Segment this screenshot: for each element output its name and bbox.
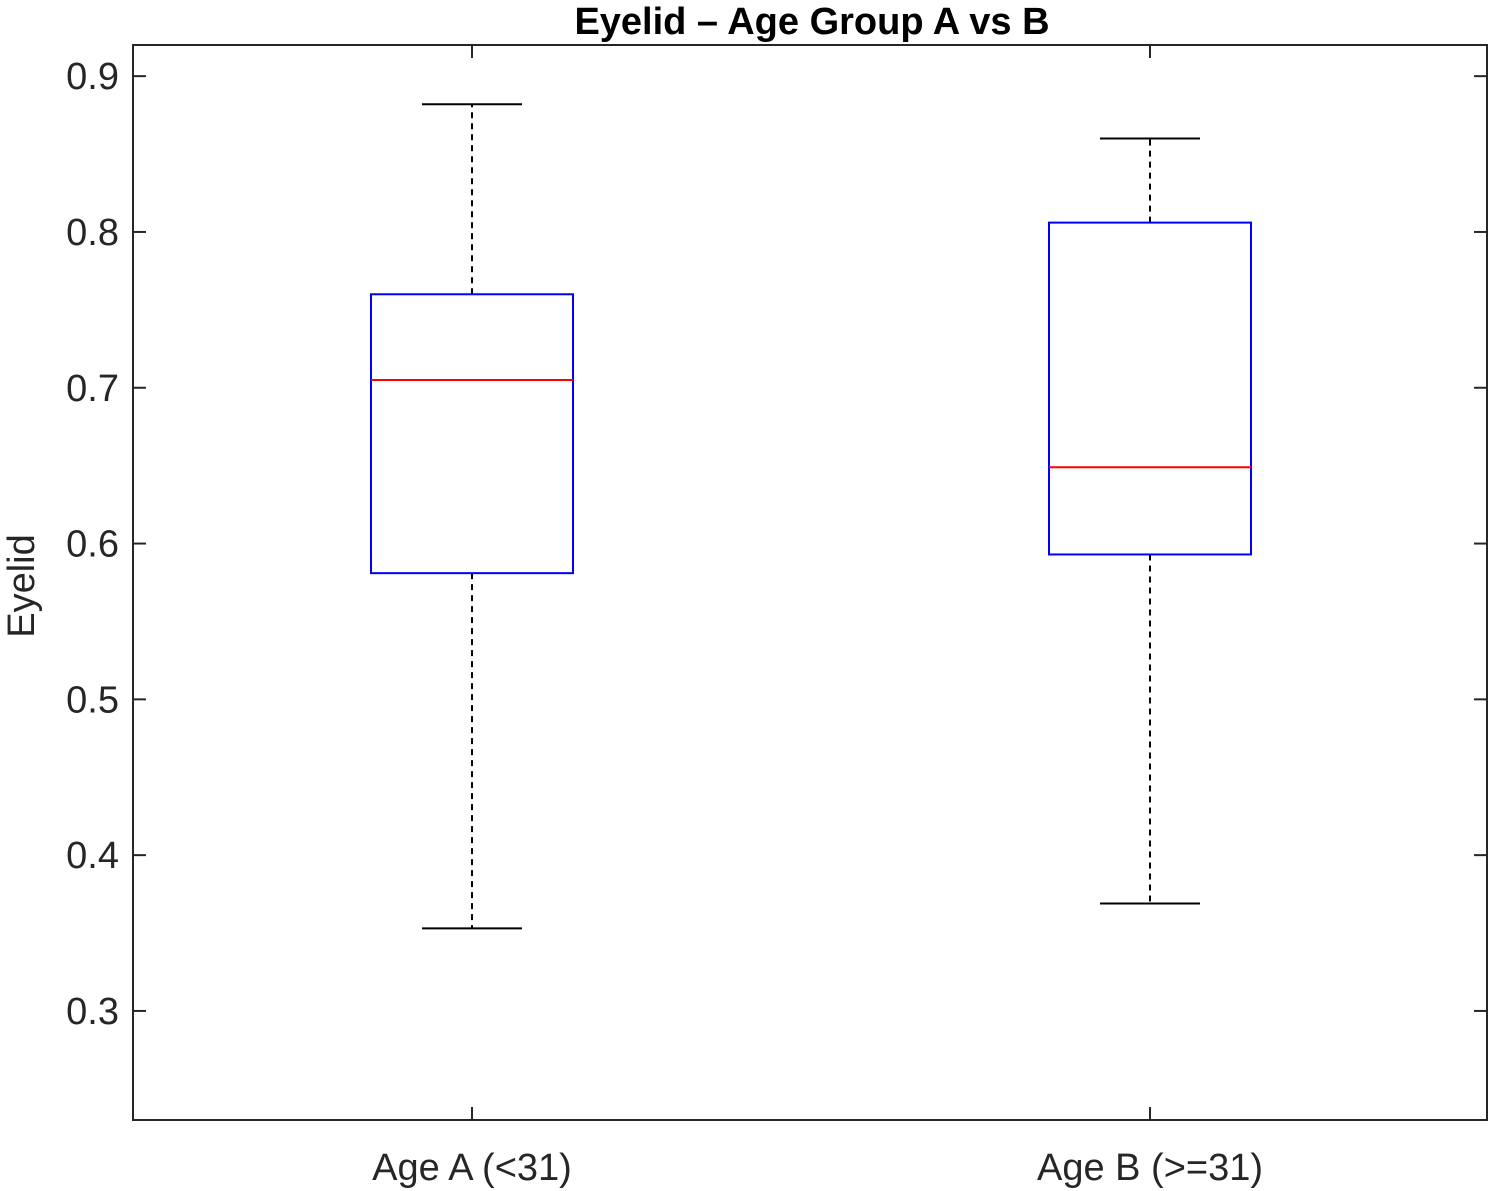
box-series [370,103,1252,930]
axes-frame [132,44,1488,1121]
y-axis-label: Eyelid [1,534,43,638]
y-tick-label: 0.3 [66,991,119,1033]
y-tick-label: 0.5 [66,679,119,721]
y-tick-label: 0.7 [66,368,119,410]
y-tick-label: 0.9 [66,56,119,98]
y-tick-label: 0.4 [66,835,119,877]
iqr-box [370,293,574,575]
box-group [370,103,574,930]
x-tick-label: Age A (<31) [372,1147,572,1189]
y-tick-label: 0.6 [66,524,119,566]
plot-area [132,44,1488,1121]
axis-ticks: 0.3 0.4 0.5 0.6 0.7 0.8 0.9 Age A (<31) Age B (>… [66,45,1487,1189]
box-group [1048,137,1252,905]
iqr-box [1048,221,1252,556]
chart-title: Eyelid – Age Group A vs B [574,1,1049,43]
y-tick-label: 0.8 [66,212,119,254]
x-tick-label: Age B (>=31) [1037,1147,1263,1189]
